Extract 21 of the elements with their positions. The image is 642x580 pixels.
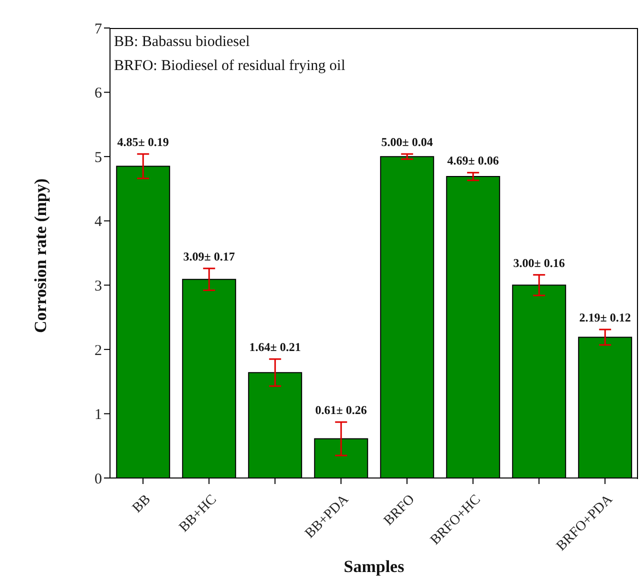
annotation: BB: Babassu biodiesel [114, 33, 251, 52]
y-tick-label: 1 [94, 407, 102, 424]
data-label: 2.19± 0.12 [579, 310, 631, 324]
y-axis-title: Corrosion rate (mpy) [31, 178, 50, 333]
data-label: 0.61± 0.26 [315, 403, 367, 418]
x-tick-label: BB [130, 492, 154, 516]
y-tick-label: 5 [94, 150, 102, 166]
data-label: 5.00± 0.04 [381, 135, 433, 149]
x-axis-title: Samples [344, 557, 405, 576]
data-label: 3.00± 0.16 [513, 256, 565, 270]
y-tick-label: 3 [94, 278, 102, 294]
annotation: BRFO: Biodiesel of residual frying oil [114, 57, 346, 76]
y-tick-label: 4 [94, 214, 102, 230]
y-tick-label: 6 [94, 86, 102, 102]
y-tick-label: 0 [94, 471, 102, 488]
data-label: 4.69± 0.06 [447, 154, 499, 168]
data-label: 1.64± 0.21 [249, 340, 301, 354]
y-tick-label: 2 [94, 342, 102, 359]
data-label: 4.85± 0.19 [117, 135, 169, 149]
y-tick-label: 7 [94, 21, 102, 38]
data-label: 3.09± 0.17 [183, 249, 235, 264]
